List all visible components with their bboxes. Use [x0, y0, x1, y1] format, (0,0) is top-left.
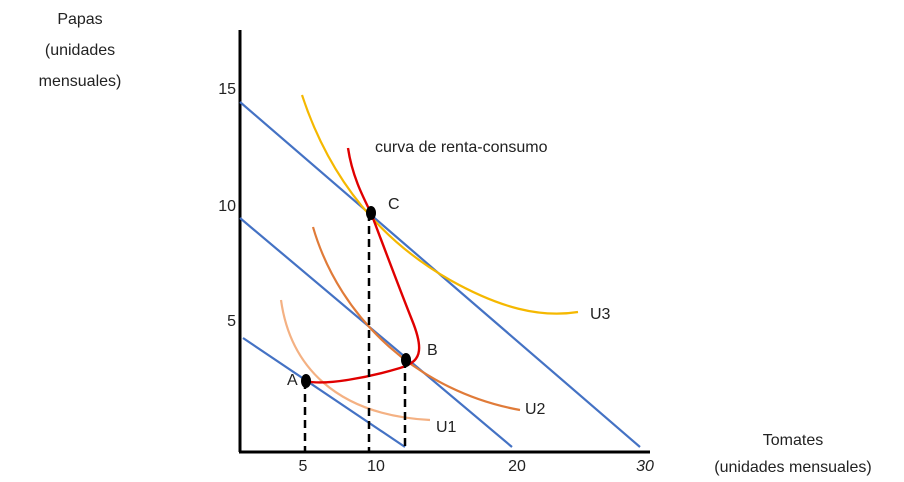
- u2-label: U2: [525, 401, 546, 418]
- u3-label: U3: [590, 306, 611, 323]
- point-label: B: [427, 342, 438, 359]
- point-a: [301, 374, 311, 388]
- x-tick-label: 10: [367, 458, 385, 475]
- u1-label: U1: [436, 419, 457, 436]
- budget-line: [239, 217, 513, 448]
- x-tick-label: 5: [299, 458, 308, 475]
- point-c: [366, 206, 376, 220]
- y-axis-label: mensuales): [39, 73, 122, 90]
- u2-curve: [311, 226, 521, 412]
- y-axis-label: (unidades: [45, 42, 115, 59]
- y-tick-label: 10: [218, 198, 236, 215]
- budget-line: [242, 337, 406, 448]
- x-tick-label: 30: [636, 458, 654, 475]
- point-label: A: [287, 372, 298, 389]
- point-label: C: [388, 196, 400, 213]
- drop-lines: [303, 213, 407, 452]
- x-axis-label: Tomates: [763, 432, 823, 449]
- income-consumption-curve: [305, 147, 421, 384]
- u3-curve: [300, 94, 579, 315]
- y-tick-label: 15: [218, 81, 236, 98]
- y-axis-label: Papas: [57, 11, 102, 28]
- y-tick-label: 5: [227, 313, 236, 330]
- point-b: [401, 353, 411, 367]
- x-tick-label: 20: [508, 458, 526, 475]
- curve-label: curva de renta-consumo: [375, 139, 548, 156]
- x-axis-label: (unidades mensuales): [714, 459, 871, 476]
